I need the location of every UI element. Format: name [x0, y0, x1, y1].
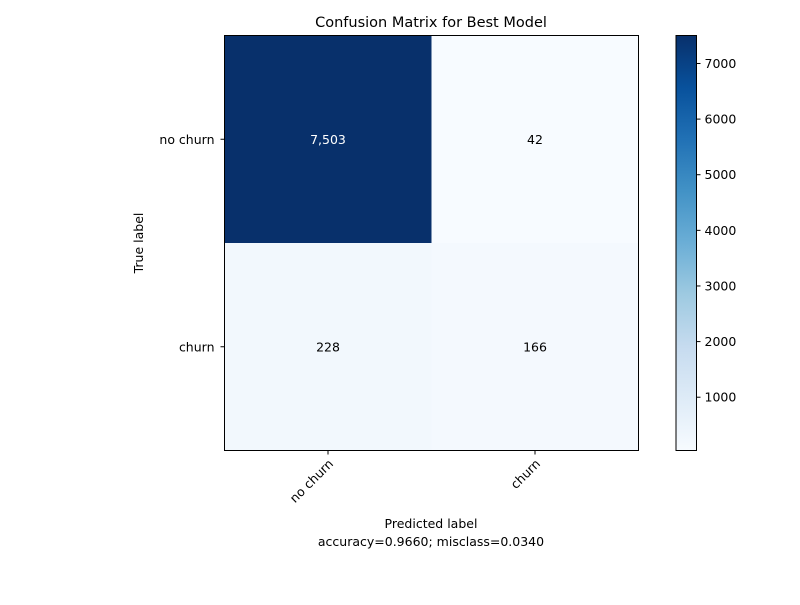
matrix-cell	[224, 243, 432, 451]
matrix-cell	[431, 243, 639, 451]
x-tick-label: churn	[507, 456, 543, 492]
colorbar-tick-label: 5000	[705, 167, 737, 182]
chart-title: Confusion Matrix for Best Model	[315, 15, 547, 31]
cell-value-label: 166	[523, 339, 547, 354]
matrix-cell-labels: 7,503 42 228 166	[310, 132, 547, 355]
colorbar-tick-label: 6000	[705, 112, 737, 127]
matrix-cell	[431, 35, 639, 243]
cell-value-label: 7,503	[310, 132, 346, 147]
colorbar-tick-label: 4000	[705, 223, 737, 238]
colorbar-tick-label: 3000	[705, 278, 737, 293]
y-tick-label: no churn	[159, 132, 214, 147]
x-axis-label: Predicted label	[385, 516, 478, 531]
matrix-cell	[224, 35, 432, 243]
colorbar-tick-label: 2000	[705, 334, 737, 349]
accuracy-footer: accuracy=0.9660; misclass=0.0340	[318, 534, 544, 549]
colorbar-tick-label: 7000	[705, 56, 737, 71]
x-tick-label: no churn	[287, 456, 337, 506]
colorbar	[675, 35, 697, 451]
y-axis-ticks: no churn churn	[159, 132, 225, 354]
matrix-cells	[224, 35, 639, 451]
cell-value-label: 228	[316, 339, 340, 354]
y-tick-label: churn	[179, 339, 215, 354]
x-axis-ticks: no churn churn	[287, 450, 543, 506]
colorbar-ticks: 1000 2000 3000 4000 5000 6000 7000	[696, 56, 737, 405]
y-axis-label: True label	[131, 213, 146, 275]
cell-value-label: 42	[527, 132, 543, 147]
colorbar-tick-label: 1000	[705, 390, 737, 405]
plot-frame	[224, 35, 639, 451]
